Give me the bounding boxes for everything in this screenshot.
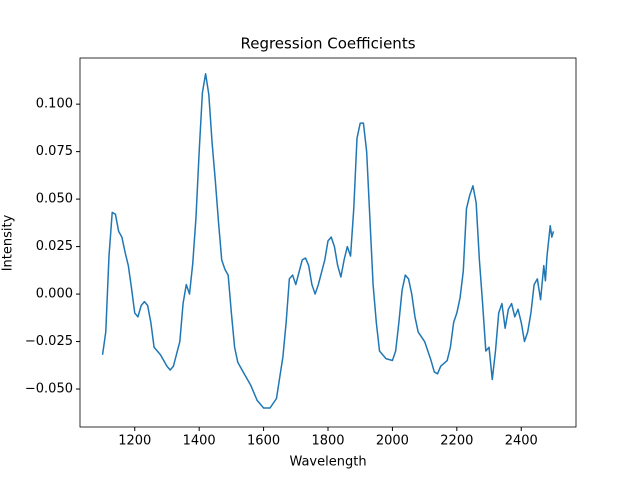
x-tick-label: 1400 bbox=[183, 434, 216, 449]
y-tick-label: −0.050 bbox=[25, 382, 73, 397]
y-tick-label: 0.000 bbox=[36, 287, 73, 302]
x-tick-label: 1600 bbox=[247, 434, 280, 449]
x-tick-label: 1200 bbox=[118, 434, 151, 449]
x-tick-label: 2000 bbox=[376, 434, 409, 449]
axes-frame bbox=[79, 57, 577, 428]
y-tick-label: 0.100 bbox=[36, 97, 73, 112]
y-tick-label: 0.050 bbox=[36, 192, 73, 207]
data-line bbox=[101, 73, 555, 409]
y-tick-label: −0.025 bbox=[25, 334, 73, 349]
x-axis-label: Wavelength bbox=[289, 455, 366, 470]
y-tick-label: 0.025 bbox=[36, 239, 73, 254]
chart-title: Regression Coefficients bbox=[240, 35, 415, 53]
x-tick-label: 2400 bbox=[505, 434, 538, 449]
y-axis-label: Intensity bbox=[1, 214, 16, 271]
x-tick-label: 2200 bbox=[440, 434, 473, 449]
y-tick-label: 0.075 bbox=[36, 144, 73, 159]
x-tick-label: 1800 bbox=[311, 434, 344, 449]
